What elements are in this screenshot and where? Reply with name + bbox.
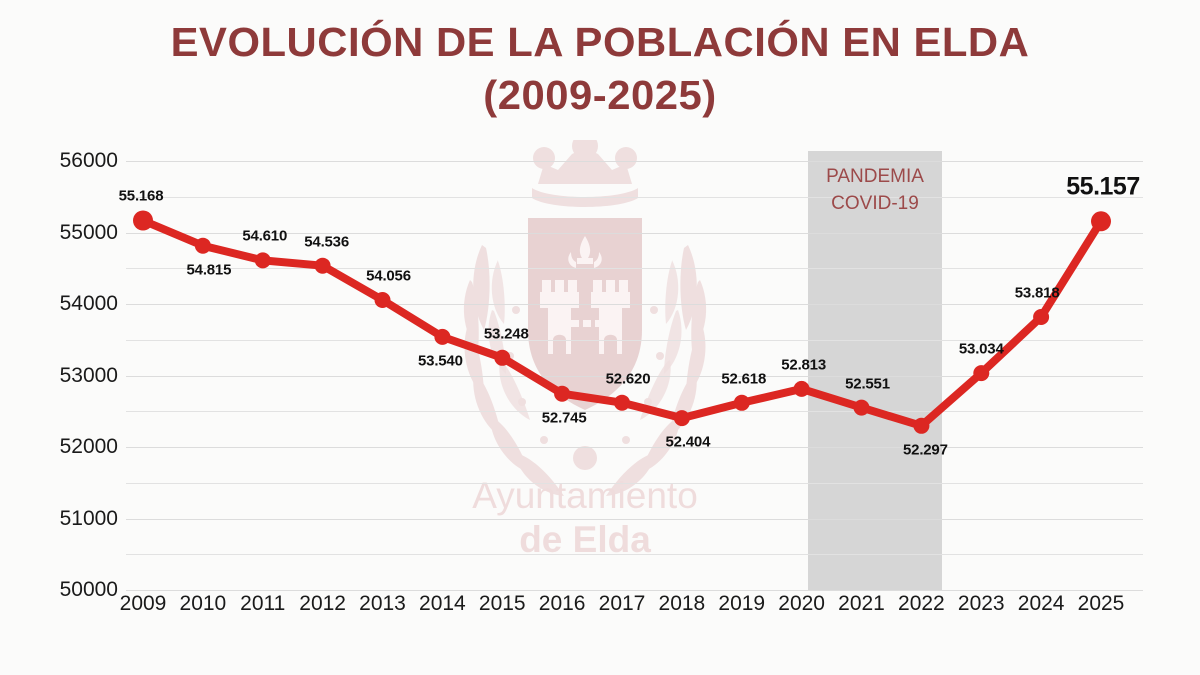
data-label-2013: 54.056 <box>366 267 411 285</box>
y-axis-tick-label: 50000 <box>59 578 118 601</box>
data-label-2020: 52.813 <box>781 356 826 374</box>
title-line-2: (2009-2025) <box>483 72 717 118</box>
gridline-minor <box>126 482 1143 484</box>
gridline-major <box>126 161 1143 162</box>
data-label-2009: 55.168 <box>118 187 164 205</box>
x-axis-tick-label-2010: 2010 <box>179 592 227 615</box>
x-axis-tick-label-2022: 2022 <box>898 592 945 615</box>
title-line-1: EVOLUCIÓN DE LA POBLACIÓN EN ELDA <box>170 19 1030 65</box>
data-label-2011: 54.610 <box>242 227 288 245</box>
gridline-major <box>126 590 1143 591</box>
x-axis-tick-label-2013: 2013 <box>359 592 406 615</box>
x-axis-tick-label-2019: 2019 <box>718 592 766 615</box>
data-label-2023: 53.034 <box>958 340 1004 358</box>
gridline-minor <box>126 268 1143 270</box>
data-label-2022: 52.297 <box>903 441 948 459</box>
gridline-minor <box>126 196 1143 198</box>
x-axis-tick-label-2011: 2011 <box>240 592 286 615</box>
gridline-major <box>126 304 1143 305</box>
data-label-2014: 53.540 <box>418 352 463 370</box>
gridline-minor <box>126 554 1143 556</box>
x-axis-tick-label-2017: 2017 <box>598 592 646 615</box>
x-axis: 2009 2010 2011 2012 2013 2014 2015 2016 2017 2018… <box>120 592 1143 622</box>
y-axis-tick-label: 55000 <box>59 220 118 244</box>
x-axis-tick-label-2012: 2012 <box>299 592 346 615</box>
x-axis-tick-label-2025: 2025 <box>1077 592 1125 615</box>
data-label-2010: 54.815 <box>186 261 232 279</box>
y-axis-tick-label: 53000 <box>59 363 118 387</box>
data-label-2025: 55.157 <box>1066 172 1140 201</box>
data-label-2015: 53.248 <box>483 325 529 343</box>
gridline-major <box>126 518 1143 520</box>
data-label-2021: 52.551 <box>845 375 890 393</box>
data-label-2012: 54.536 <box>304 233 349 251</box>
x-axis-tick-label-2016: 2016 <box>538 592 586 615</box>
data-label-2024: 53.818 <box>1014 284 1060 302</box>
gridline-major <box>126 447 1143 448</box>
x-axis-tick-label-2020: 2020 <box>778 592 825 615</box>
y-axis-tick-label: 54000 <box>59 292 118 315</box>
data-label-2017: 52.620 <box>605 370 651 388</box>
x-axis-tick-label-2018: 2018 <box>658 592 706 615</box>
page-title: EVOLUCIÓN DE LA POBLACIÓN EN ELDA (2009-… <box>0 16 1200 122</box>
y-axis-tick-label: 52000 <box>59 435 118 458</box>
x-axis-tick-label-2009: 2009 <box>119 592 167 615</box>
x-axis-tick-label-2021: 2021 <box>838 592 885 615</box>
x-axis-tick-label-2015: 2015 <box>478 592 526 615</box>
y-axis-tick-label: 56000 <box>59 149 118 172</box>
data-label-2016: 52.745 <box>541 409 587 427</box>
y-axis: 56000 55000 54000 53000 52000 51000 50000 <box>0 149 118 601</box>
y-axis-tick-label: 51000 <box>59 506 118 530</box>
x-axis-tick-label-2024: 2024 <box>1017 592 1065 615</box>
data-label-2019: 52.618 <box>721 370 767 388</box>
x-axis-tick-label-2023: 2023 <box>957 592 1005 615</box>
x-axis-tick-label-2014: 2014 <box>419 592 466 615</box>
gridline-minor <box>126 411 1143 413</box>
data-label-2018: 52.404 <box>665 433 711 451</box>
